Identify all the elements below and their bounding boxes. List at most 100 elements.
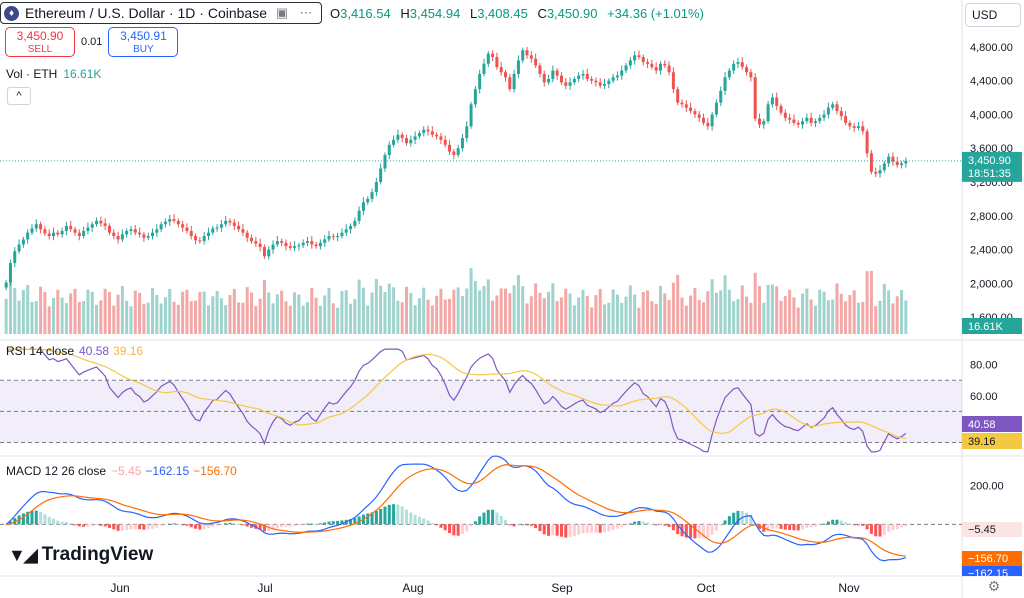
candle-body <box>762 121 766 125</box>
volume-bar <box>465 288 469 334</box>
candle-body <box>430 131 434 135</box>
volume-bar <box>822 291 826 334</box>
volume-bar <box>469 268 473 334</box>
more-icon[interactable]: ⋯ <box>299 5 313 20</box>
compare-icon[interactable]: ▣ <box>275 5 289 20</box>
candle-body <box>818 117 822 122</box>
currency-button[interactable]: USD <box>965 3 1021 27</box>
macd-histogram-bar <box>439 524 443 528</box>
volume-bar <box>374 278 378 334</box>
macd-value: −162.15 <box>145 464 190 478</box>
tradingview-logo[interactable]: ▼◢ TradingView <box>8 544 153 566</box>
volume-bar <box>887 290 891 334</box>
volume-bar <box>628 285 632 334</box>
candle-body <box>439 136 443 140</box>
macd-histogram-bar <box>732 512 736 525</box>
macd-histogram-bar <box>594 524 598 533</box>
candle-body <box>90 224 94 228</box>
volume-bar <box>215 290 219 334</box>
volume-bar <box>206 305 210 334</box>
price-tick-label: 2,000.00 <box>970 278 1013 290</box>
candle-body <box>753 77 757 119</box>
macd-histogram-bar <box>323 522 327 525</box>
price-tick-label: 2,800.00 <box>970 211 1013 223</box>
macd-histogram-bar <box>327 521 331 525</box>
candle-body <box>491 53 495 58</box>
ohlc-close: 3,450.90 <box>546 5 598 21</box>
macd-histogram-bar <box>409 512 413 525</box>
macd-histogram-bar <box>783 524 787 530</box>
volume-bar <box>90 291 94 334</box>
rsi-value-badge-label: 40.58 <box>968 419 996 431</box>
macd-histogram-bar <box>508 524 512 526</box>
volume-bar <box>86 289 90 334</box>
volume-bar <box>460 296 464 334</box>
volume-bar <box>107 291 111 334</box>
volume-bar <box>112 305 116 334</box>
volume-bar <box>607 302 611 334</box>
macd-histogram-bar <box>90 524 94 527</box>
volume-bar <box>34 301 38 334</box>
candle-body <box>495 57 499 68</box>
candle-body <box>103 223 107 226</box>
candle-body <box>900 163 904 166</box>
candle-body <box>555 70 559 76</box>
settings-gear-icon[interactable]: ⚙ <box>987 578 1001 594</box>
macd-histogram-bar <box>301 524 305 526</box>
volume-bar <box>250 292 254 334</box>
candle-body <box>120 234 124 240</box>
buy-button[interactable]: 3,450.91 BUY <box>108 27 179 57</box>
volume-bar <box>671 282 675 334</box>
macd-histogram-bar <box>155 524 159 528</box>
price-tick-label: 4,800.00 <box>970 42 1013 54</box>
macd-histogram-bar <box>538 524 542 532</box>
candle-body <box>262 247 266 257</box>
sell-button[interactable]: 3,450.90 SELL <box>5 27 75 57</box>
rsi-ma-line <box>6 348 906 439</box>
macd-histogram-bar <box>271 524 275 530</box>
macd-histogram-bar <box>430 522 434 525</box>
volume-bar <box>194 300 198 334</box>
candle-body <box>297 245 301 247</box>
volume-bar <box>538 292 542 334</box>
macd-histogram-bar <box>34 510 38 525</box>
macd-histogram-bar <box>39 512 43 525</box>
symbol-search[interactable]: ♦ Ethereum / U.S. Dollar · 1D · Coinbase… <box>0 2 322 24</box>
macd-histogram-bar <box>392 504 396 525</box>
tradingview-logo-icon: ▼◢ <box>8 544 38 565</box>
volume-bar <box>495 295 499 334</box>
candle-body <box>482 63 486 74</box>
volume-bar <box>404 286 409 334</box>
volume-bar <box>142 304 146 334</box>
macd-histogram-bar <box>400 506 404 525</box>
macd-histogram-bar <box>176 523 180 525</box>
candle-body <box>422 129 426 134</box>
volume-bar <box>852 290 856 334</box>
macd-histogram-bar <box>826 521 830 525</box>
macd-histogram-bar <box>770 524 774 529</box>
candle-body <box>452 151 456 155</box>
volume-bar <box>271 303 275 334</box>
macd-histogram-bar <box>185 524 189 526</box>
macd-histogram-bar <box>723 520 727 525</box>
candle-body <box>611 77 615 81</box>
candle-body <box>615 75 619 78</box>
macd-histogram-bar <box>603 524 607 533</box>
candle-body <box>219 224 223 228</box>
volume-bar <box>116 294 120 334</box>
volume-bar <box>30 301 34 334</box>
volume-bar <box>693 287 697 334</box>
candle-body <box>891 156 895 162</box>
volume-bar <box>757 286 761 334</box>
volume-bar <box>370 292 374 334</box>
candle-body <box>99 220 103 224</box>
volume-bar <box>422 287 426 334</box>
candle-body <box>392 139 396 145</box>
candle-body <box>801 121 805 125</box>
candle-body <box>667 65 671 73</box>
collapse-legend-button[interactable]: ^ <box>7 87 31 105</box>
volume-bar <box>547 291 551 334</box>
volume-bar <box>387 283 391 334</box>
candle-body <box>585 73 589 79</box>
volume-bar <box>95 304 99 334</box>
